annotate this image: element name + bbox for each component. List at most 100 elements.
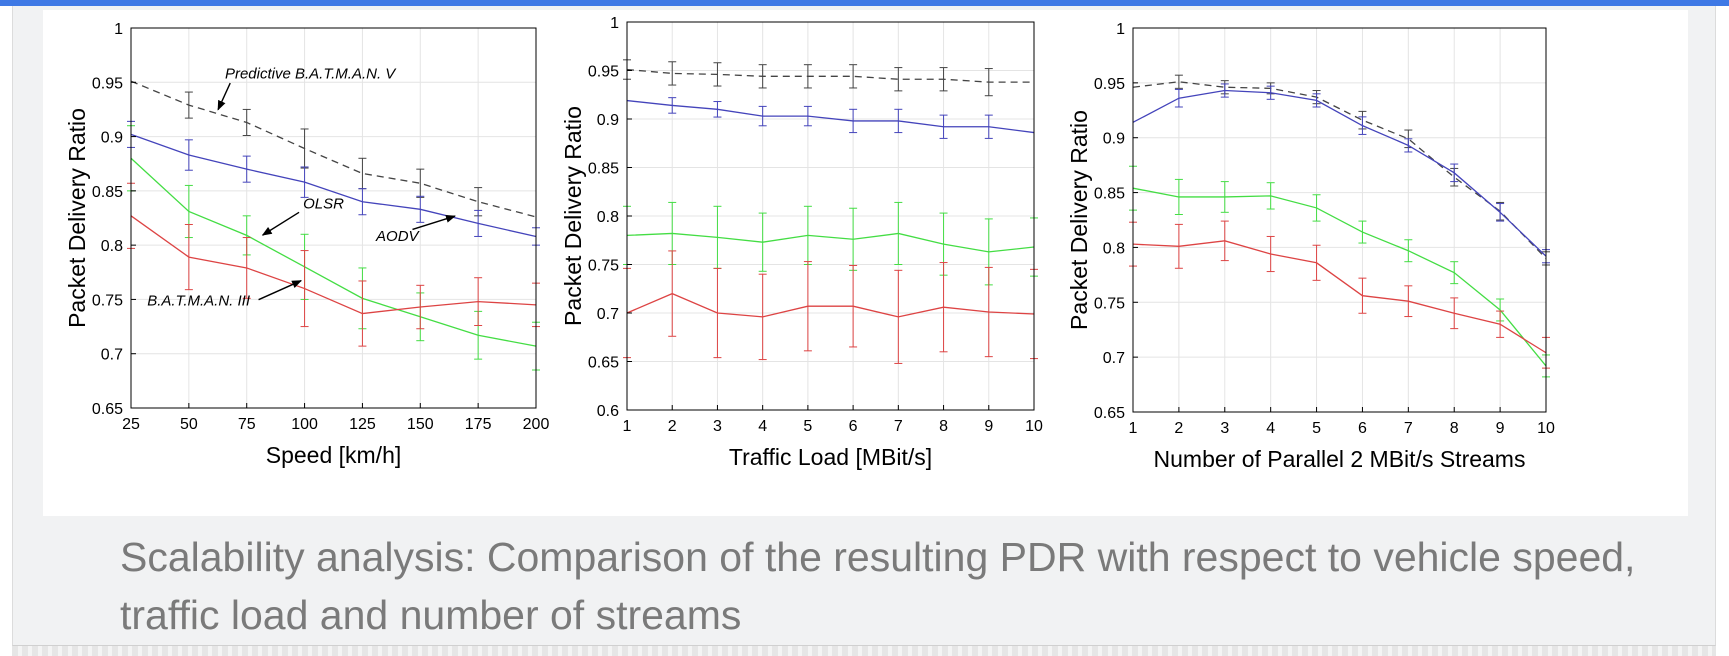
y-axis-label: Packet Delivery Ratio: [560, 106, 586, 326]
annotation-label: Predictive B.A.T.M.A.N. V: [225, 66, 397, 83]
x-tick-label: 125: [349, 416, 376, 433]
y-tick-label: 0.85: [588, 161, 619, 178]
image-caption-card: 25 50 75 100 125 150 175 200 0.65 0.7 0.75 0.8 0.85 0…: [12, 6, 1716, 646]
figure-caption: Scalability analysis: Comparison of the …: [120, 534, 1636, 638]
x-tick-label: 10: [1537, 420, 1555, 437]
x-tick-label: 8: [1450, 420, 1459, 437]
series-batman3: [623, 250, 1038, 364]
y-tick-label: 0.8: [101, 238, 123, 255]
x-tick-label: 5: [1312, 420, 1321, 437]
x-tick-label: 150: [407, 416, 434, 433]
y-tick-label: 0.65: [1094, 405, 1125, 422]
plot-frame: [1132, 27, 1547, 413]
y-axis-label: Packet Delivery Ratio: [64, 108, 90, 328]
y-tick-label: 0.85: [1094, 186, 1125, 203]
annotation-arrow: [217, 82, 231, 111]
series-batman3: [127, 182, 540, 347]
series-line-batman3: [130, 215, 537, 315]
annotation-label: OLSR: [303, 196, 344, 213]
x-tick-label: 8: [939, 418, 948, 435]
series-line-predictive: [1132, 81, 1547, 259]
series-batman3: [1129, 220, 1550, 369]
y-tick-label: 0.9: [597, 112, 619, 129]
y-tick-label: 0.6: [597, 403, 619, 420]
chart-panel-3: 1 2 3 4 5 6 7 8 9 10 0.65 0.7 0.75 0.8 0.85 0.9 0.95 1 Num…: [1066, 21, 1555, 472]
x-tick-label: 10: [1025, 418, 1043, 435]
y-tick-label: 1: [610, 15, 619, 32]
x-axis-label: Traffic Load [MBit/s]: [729, 444, 932, 470]
y-tick-label: 1: [114, 21, 123, 38]
x-tick-label: 25: [122, 416, 140, 433]
x-tick-label: 4: [1266, 420, 1275, 437]
x-tick-label: 1: [623, 418, 632, 435]
series-olsr: [1129, 165, 1550, 378]
y-tick-label: 0.7: [1103, 350, 1125, 367]
y-axis-label: Packet Delivery Ratio: [1066, 110, 1092, 330]
series-predictive: [1132, 74, 1550, 266]
y-tick-label: 0.95: [92, 75, 123, 92]
annotation-arrow: [412, 214, 456, 231]
x-tick-label: 7: [1404, 420, 1413, 437]
x-tick-label: 100: [291, 416, 318, 433]
y-tick-label: 0.75: [92, 292, 123, 309]
y-tick-label: 0.65: [588, 355, 619, 372]
y-tick-label: 0.65: [92, 401, 123, 418]
annotation-label: AODV: [375, 228, 421, 245]
series-predictive: [623, 59, 1034, 97]
y-tick-label: 0.7: [597, 306, 619, 323]
annotation: B.A.T.M.A.N. III: [147, 280, 303, 309]
y-tick-label: 0.9: [101, 130, 123, 147]
chart-panel-1: 25 50 75 100 125 150 175 200 0.65 0.7 0.75 0.8 0.85 0…: [64, 21, 549, 468]
x-axis-label: Speed [km/h]: [266, 442, 402, 468]
y-tick-label: 0.9: [1103, 131, 1125, 148]
annotation: Predictive B.A.T.M.A.N. V: [217, 66, 397, 111]
x-tick-label: 75: [238, 416, 256, 433]
x-tick-label: 7: [894, 418, 903, 435]
series-line-batman3: [626, 292, 1035, 318]
y-tick-label: 0.8: [597, 209, 619, 226]
series-aodv: [1132, 83, 1550, 264]
x-tick-label: 9: [1496, 420, 1505, 437]
x-tick-label: 2: [1174, 420, 1183, 437]
series-aodv: [626, 97, 1035, 139]
y-tick-label: 0.8: [1103, 240, 1125, 257]
series-line-predictive: [130, 80, 537, 218]
y-tick-label: 0.95: [1094, 76, 1125, 93]
figure: 25 50 75 100 125 150 175 200 0.65 0.7 0.75 0.8 0.85 0…: [43, 10, 1688, 516]
series-line-batman3: [1132, 240, 1547, 354]
y-tick-label: 0.7: [101, 347, 123, 364]
annotation: OLSR: [261, 196, 344, 236]
y-tick-label: 1: [1116, 21, 1125, 38]
x-tick-label: 50: [180, 416, 198, 433]
x-tick-label: 3: [713, 418, 722, 435]
y-tick-label: 0.85: [92, 184, 123, 201]
series-line-olsr: [626, 232, 1035, 253]
plot-frame: [130, 27, 537, 409]
x-tick-label: 9: [984, 418, 993, 435]
series-line-aodv: [1132, 89, 1547, 257]
annotation-arrow: [261, 211, 300, 236]
annotation-arrow: [258, 280, 303, 301]
x-tick-label: 6: [849, 418, 858, 435]
y-tick-label: 0.95: [588, 64, 619, 81]
x-tick-label: 5: [803, 418, 812, 435]
series-line-aodv: [130, 133, 537, 238]
series-line-olsr: [130, 157, 537, 347]
series-line-olsr: [1132, 187, 1547, 367]
chart-panel-2: 1 2 3 4 5 6 7 8 9 10 0.6 0.65 0.7 0.75 0.8 0.85 0.9 0.95 1…: [560, 15, 1043, 470]
x-tick-label: 6: [1358, 420, 1367, 437]
x-axis-label: Number of Parallel 2 MBit/s Streams: [1154, 446, 1526, 472]
series-line-predictive: [626, 68, 1034, 83]
bottom-edge: [12, 646, 1716, 656]
x-tick-label: 1: [1129, 420, 1138, 437]
pdr-charts: 25 50 75 100 125 150 175 2000.650.70.750.80.850…: [64, 15, 1555, 472]
x-tick-label: 175: [465, 416, 492, 433]
top-accent-bar: [0, 0, 1729, 6]
y-tick-label: 0.75: [1094, 295, 1125, 312]
annotation: AODV: [375, 214, 456, 245]
x-tick-label: 200: [523, 416, 550, 433]
x-tick-label: 4: [758, 418, 767, 435]
x-tick-label: 3: [1220, 420, 1229, 437]
series-olsr: [623, 201, 1038, 286]
x-tick-label: 2: [668, 418, 677, 435]
